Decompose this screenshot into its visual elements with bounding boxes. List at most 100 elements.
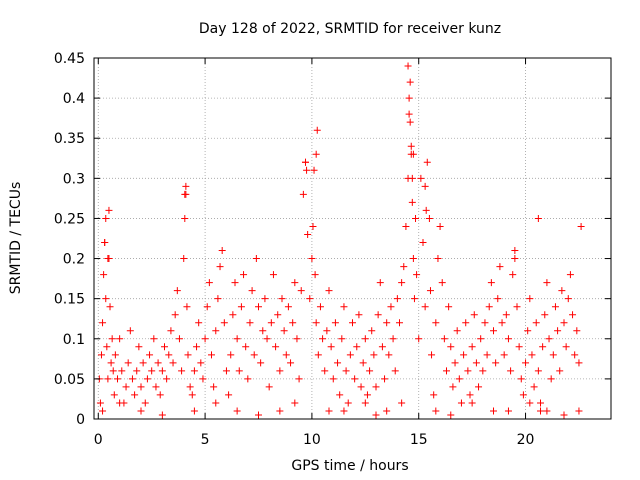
data-point bbox=[199, 375, 207, 383]
data-point bbox=[193, 343, 201, 351]
data-point bbox=[504, 335, 512, 343]
data-point bbox=[165, 351, 173, 359]
data-point bbox=[158, 367, 166, 375]
data-point bbox=[218, 247, 226, 255]
grid-lines bbox=[94, 58, 611, 419]
data-point bbox=[396, 319, 403, 327]
data-point bbox=[158, 411, 166, 419]
data-point bbox=[282, 351, 290, 359]
data-point bbox=[161, 343, 168, 351]
data-point bbox=[316, 303, 324, 311]
data-point bbox=[106, 303, 114, 311]
data-point bbox=[406, 118, 414, 126]
data-point bbox=[551, 303, 559, 311]
data-point bbox=[562, 343, 570, 351]
data-point bbox=[370, 351, 378, 359]
data-point bbox=[543, 407, 551, 415]
data-point bbox=[404, 62, 412, 70]
data-point bbox=[560, 411, 568, 419]
data-point bbox=[137, 407, 145, 415]
data-point bbox=[325, 287, 333, 295]
data-point bbox=[242, 343, 250, 351]
data-point bbox=[109, 367, 117, 375]
data-point bbox=[139, 359, 147, 367]
data-point bbox=[421, 182, 429, 190]
data-point bbox=[104, 255, 112, 263]
data-point bbox=[102, 214, 110, 222]
data-point bbox=[99, 319, 107, 327]
data-point bbox=[407, 142, 415, 150]
data-point bbox=[100, 271, 108, 279]
data-point bbox=[274, 311, 282, 319]
data-point bbox=[190, 407, 198, 415]
data-point bbox=[575, 359, 583, 367]
data-point bbox=[549, 351, 557, 359]
data-point bbox=[481, 319, 489, 327]
data-point bbox=[393, 295, 401, 303]
data-point bbox=[299, 190, 307, 198]
y-tick-label: 0 bbox=[76, 412, 85, 428]
data-point bbox=[167, 327, 175, 335]
data-point bbox=[150, 335, 158, 343]
data-point bbox=[240, 271, 248, 279]
data-point bbox=[485, 303, 493, 311]
x-tick-label: 5 bbox=[201, 432, 210, 448]
data-point bbox=[575, 407, 583, 415]
data-point bbox=[391, 367, 399, 375]
data-point bbox=[363, 391, 371, 399]
data-point bbox=[248, 287, 256, 295]
data-point bbox=[417, 174, 425, 182]
data-point bbox=[154, 359, 162, 367]
data-point bbox=[376, 279, 384, 287]
data-point bbox=[124, 359, 132, 367]
data-point bbox=[276, 407, 284, 415]
data-point bbox=[128, 375, 136, 383]
data-point bbox=[457, 399, 465, 407]
x-tick-label: 20 bbox=[517, 432, 535, 448]
x-tick-label: 10 bbox=[303, 432, 321, 448]
data-point bbox=[231, 279, 239, 287]
data-point bbox=[564, 295, 572, 303]
data-point bbox=[349, 319, 356, 327]
data-point bbox=[111, 351, 119, 359]
data-point bbox=[297, 287, 305, 295]
data-point bbox=[432, 407, 440, 415]
data-point bbox=[537, 399, 544, 407]
data-point bbox=[400, 263, 408, 271]
plot-frame bbox=[93, 57, 612, 420]
data-point bbox=[237, 303, 245, 311]
data-point bbox=[361, 335, 369, 343]
data-point bbox=[311, 271, 319, 279]
x-axis-label: GPS time / hours bbox=[291, 458, 408, 474]
data-point bbox=[340, 407, 348, 415]
data-point bbox=[152, 383, 160, 391]
data-point bbox=[284, 303, 292, 311]
data-point bbox=[186, 383, 194, 391]
data-point bbox=[445, 303, 453, 311]
data-point bbox=[543, 279, 551, 287]
data-point bbox=[466, 391, 474, 399]
data-point bbox=[464, 367, 472, 375]
data-point bbox=[566, 271, 574, 279]
data-point bbox=[556, 367, 564, 375]
data-point bbox=[430, 391, 438, 399]
data-point bbox=[402, 222, 410, 230]
data-point bbox=[534, 367, 542, 375]
data-point bbox=[114, 375, 121, 383]
data-point bbox=[118, 367, 126, 375]
data-point bbox=[419, 239, 427, 247]
data-point bbox=[184, 351, 192, 359]
data-point bbox=[212, 327, 220, 335]
chart-title: Day 128 of 2022, SRMTID for receiver kun… bbox=[199, 21, 501, 37]
x-tick-label: 15 bbox=[410, 432, 428, 448]
y-tick-label: 0.1 bbox=[63, 332, 85, 348]
data-point bbox=[312, 319, 320, 327]
data-point bbox=[409, 150, 417, 158]
data-point bbox=[537, 407, 544, 415]
data-point bbox=[494, 295, 502, 303]
data-point bbox=[327, 343, 335, 351]
data-point bbox=[577, 222, 585, 230]
data-point bbox=[104, 375, 112, 383]
data-point bbox=[573, 327, 581, 335]
data-point bbox=[331, 319, 339, 327]
